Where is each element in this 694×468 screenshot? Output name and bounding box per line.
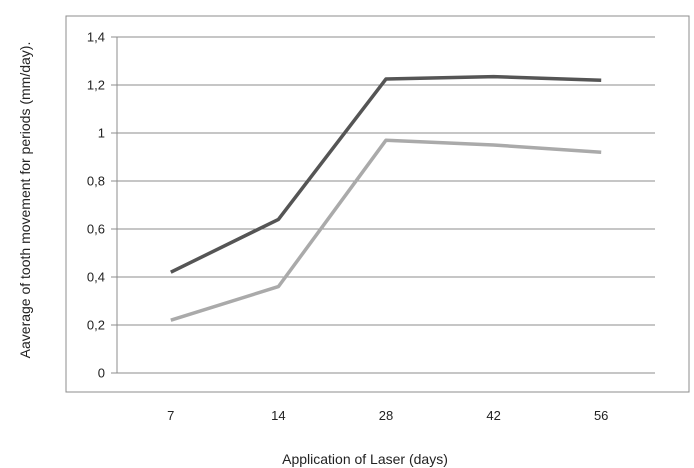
y-tick-label-1: 0,2 xyxy=(87,318,105,333)
x-tick-label-2: 28 xyxy=(379,408,393,423)
x-tick-label-1: 14 xyxy=(271,408,285,423)
series-lines xyxy=(170,74,602,322)
y-tick-label-0: 0 xyxy=(98,366,105,381)
y-tick-label-5: 1 xyxy=(98,126,105,141)
y-tick-label-6: 1,2 xyxy=(87,78,105,93)
gridlines xyxy=(111,36,655,374)
x-tick-labels: 7 14 28 42 56 xyxy=(167,408,608,423)
series-line-1 xyxy=(170,138,602,322)
y-tick-label-4: 0,8 xyxy=(87,174,105,189)
y-tick-labels: 0 0,2 0,4 0,6 0,8 1 1,2 1,4 xyxy=(87,30,105,381)
y-tick-label-7: 1,4 xyxy=(87,30,105,45)
x-tick-label-4: 56 xyxy=(594,408,608,423)
chart-frame xyxy=(65,15,690,393)
x-tick-label-3: 42 xyxy=(486,408,500,423)
y-axis-title: Aaverage of tooth movement for periods (… xyxy=(17,42,33,359)
y-tick-label-2: 0,4 xyxy=(87,270,105,285)
x-axis-title: Application of Laser (days) xyxy=(282,451,448,467)
series-line-0 xyxy=(170,74,602,274)
y-tick-label-3: 0,6 xyxy=(87,222,105,237)
x-tick-label-0: 7 xyxy=(167,408,174,423)
